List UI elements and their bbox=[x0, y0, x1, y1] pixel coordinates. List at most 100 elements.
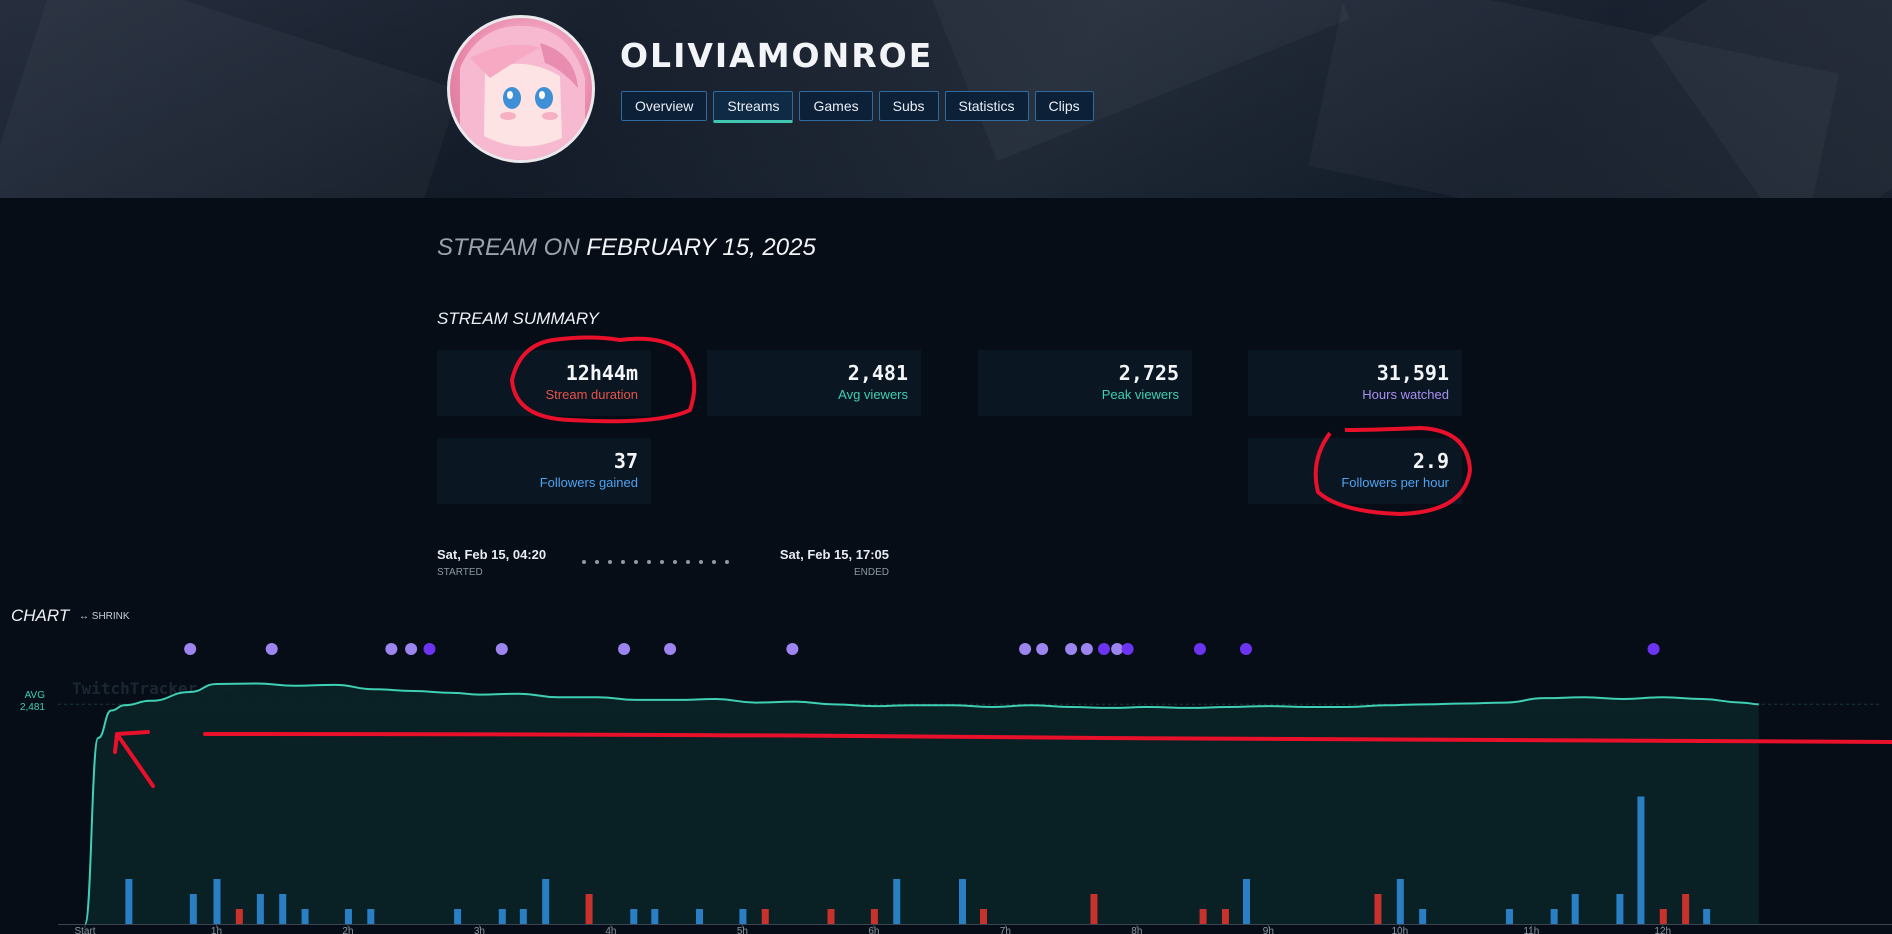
stat-label: Followers per hour bbox=[1341, 475, 1449, 490]
event-marker bbox=[423, 643, 436, 655]
stat-value: 12h44m bbox=[565, 361, 638, 385]
stat-value: 2,725 bbox=[1118, 361, 1179, 385]
stat-value: 2.9 bbox=[1412, 449, 1449, 473]
x-tick-label: 5h bbox=[737, 926, 748, 934]
event-marker bbox=[385, 643, 398, 655]
stat-card-duration: 12h44m Stream duration bbox=[437, 350, 651, 416]
stat-card-hours-watched: 31,591 Hours watched bbox=[1248, 350, 1462, 416]
event-marker bbox=[664, 643, 677, 655]
x-tick-label: 11h bbox=[1523, 926, 1539, 934]
event-marker bbox=[1019, 643, 1032, 655]
event-marker bbox=[495, 643, 508, 655]
channel-name: OLIVIAMONROE bbox=[620, 36, 934, 75]
unfollow-bar bbox=[761, 909, 769, 924]
follower-bar bbox=[1637, 796, 1645, 924]
stream-timeline: Sat, Feb 15, 04:20 STARTED Sat, Feb 15, … bbox=[437, 547, 889, 587]
timeline-end-label: ENDED bbox=[853, 567, 889, 578]
channel-avatar[interactable] bbox=[447, 15, 595, 163]
stat-label: Stream duration bbox=[545, 387, 639, 402]
event-marker bbox=[265, 643, 278, 655]
follower-bar bbox=[279, 894, 287, 924]
event-marker bbox=[786, 643, 799, 655]
stat-value: 2,481 bbox=[847, 361, 908, 385]
x-tick-label: 7h bbox=[1000, 926, 1011, 934]
unfollow-bar bbox=[1659, 909, 1667, 924]
tab-streams[interactable]: Streams bbox=[713, 91, 794, 123]
unfollow-bar bbox=[1199, 909, 1207, 924]
follower-bar bbox=[696, 909, 704, 924]
stat-card-peak-viewers: 2,725 Peak viewers bbox=[978, 350, 1192, 416]
follower-bar bbox=[519, 909, 527, 924]
unfollow-bar bbox=[1374, 894, 1382, 924]
stat-card-avg-viewers: 2,481 Avg viewers bbox=[707, 350, 921, 416]
x-tick-label: 12h bbox=[1654, 926, 1671, 934]
unfollow-bar bbox=[235, 909, 243, 924]
x-tick-label: 6h bbox=[868, 926, 879, 934]
channel-tabs: Overview Streams Games Subs Statistics C… bbox=[621, 91, 1094, 123]
timeline-start-label: STARTED bbox=[437, 567, 483, 578]
x-tick-label: 2h bbox=[342, 926, 353, 934]
tab-overview[interactable]: Overview bbox=[621, 91, 708, 121]
timeline-end-time: Sat, Feb 15, 17:05 bbox=[779, 547, 889, 562]
viewers-area bbox=[85, 683, 1759, 924]
x-tick-label: 9h bbox=[1263, 926, 1274, 934]
annotation-arrow bbox=[113, 730, 155, 788]
stat-value: 37 bbox=[613, 449, 638, 473]
follower-bar bbox=[651, 909, 659, 924]
event-marker bbox=[1036, 643, 1049, 655]
follower-bar bbox=[1550, 909, 1558, 924]
x-tick-label: 1h bbox=[211, 926, 222, 934]
follower-bar bbox=[893, 879, 901, 924]
unfollow-bar bbox=[1682, 894, 1690, 924]
x-tick-label: 4h bbox=[605, 926, 616, 934]
follower-bar bbox=[1396, 879, 1404, 924]
stat-label: Peak viewers bbox=[1101, 387, 1179, 402]
chart-heading: CHART bbox=[11, 606, 70, 625]
unfollow-bar bbox=[585, 894, 593, 924]
follower-bar bbox=[958, 879, 966, 924]
follower-bar bbox=[454, 909, 462, 924]
tab-games[interactable]: Games bbox=[799, 91, 873, 121]
event-marker bbox=[405, 643, 418, 655]
event-marker bbox=[1121, 643, 1134, 655]
event-marker bbox=[1193, 643, 1206, 655]
event-marker bbox=[1239, 643, 1252, 655]
x-tick-label: 10h bbox=[1391, 926, 1408, 934]
stat-label: Hours watched bbox=[1362, 387, 1449, 402]
follower-bar bbox=[256, 894, 264, 924]
stream-title: STREAM ON FEBRUARY 15, 2025 bbox=[437, 234, 816, 262]
follower-bar bbox=[125, 879, 133, 924]
viewers-line bbox=[84, 682, 1759, 925]
follower-bar bbox=[739, 909, 747, 924]
tab-subs[interactable]: Subs bbox=[878, 91, 939, 121]
follower-bar bbox=[213, 879, 221, 924]
stream-title-prefix: STREAM ON bbox=[437, 234, 580, 261]
stream-summary-heading: STREAM SUMMARY bbox=[437, 309, 599, 328]
stream-title-date: FEBRUARY 15, 2025 bbox=[586, 234, 816, 261]
follower-bar bbox=[542, 879, 550, 924]
follower-bar bbox=[1616, 894, 1624, 924]
follower-bar bbox=[1419, 909, 1427, 924]
stat-card-followers-gained: 37 Followers gained bbox=[437, 438, 651, 504]
stat-label: Followers gained bbox=[539, 475, 638, 490]
unfollow-bar bbox=[870, 909, 878, 924]
unfollow-bar bbox=[827, 909, 835, 924]
follower-bar bbox=[189, 894, 197, 924]
avg-label-title: AVG bbox=[24, 690, 45, 701]
event-marker bbox=[1647, 643, 1660, 655]
unfollow-bar bbox=[1221, 909, 1229, 924]
tab-clips[interactable]: Clips bbox=[1034, 91, 1094, 121]
tab-statistics[interactable]: Statistics bbox=[944, 91, 1029, 121]
stat-value: 31,591 bbox=[1376, 361, 1449, 385]
shrink-toggle[interactable]: ↔ SHRINK bbox=[79, 611, 130, 622]
event-marker bbox=[1080, 643, 1093, 655]
x-tick-label: Start bbox=[74, 926, 95, 934]
follower-bar bbox=[1242, 879, 1250, 924]
timeline-start-time: Sat, Feb 15, 04:20 bbox=[437, 547, 547, 562]
follower-bar bbox=[498, 909, 506, 924]
x-tick-label: 3h bbox=[474, 926, 485, 934]
follower-bar bbox=[301, 909, 309, 924]
avatar-illustration bbox=[460, 25, 585, 160]
follower-bar bbox=[1571, 894, 1579, 924]
